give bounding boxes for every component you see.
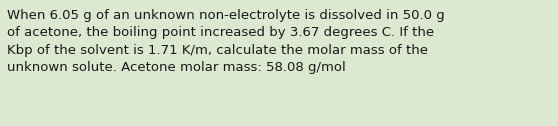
Text: When 6.05 g of an unknown non-electrolyte is dissolved in 50.0 g
of acetone, the: When 6.05 g of an unknown non-electrolyt…: [7, 9, 444, 74]
